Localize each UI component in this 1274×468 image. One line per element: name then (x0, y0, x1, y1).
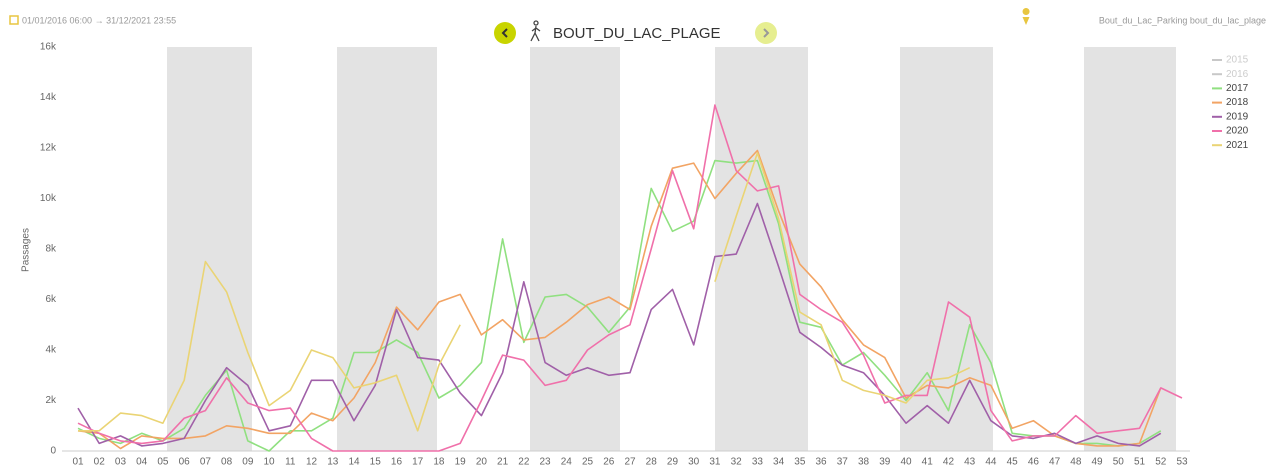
x-tick-label: 38 (858, 457, 870, 468)
x-tick-label: 05 (157, 457, 169, 468)
x-tick-label: 35 (794, 457, 806, 468)
x-tick-label: 24 (561, 457, 573, 468)
y-tick-label: 2k (45, 395, 57, 406)
x-tick-label: 48 (1070, 457, 1082, 468)
y-tick-label: 16k (40, 42, 57, 53)
y-tick-label: 14k (40, 92, 57, 103)
x-tick-label: 06 (179, 457, 191, 468)
x-tick-label: 30 (688, 457, 700, 468)
location: Bout_du_Lac_Parking bout_du_lac_plage (1099, 15, 1266, 25)
x-tick-label: 26 (603, 457, 615, 468)
y-axis-label: Passages (21, 228, 32, 272)
x-tick-label: 42 (943, 457, 955, 468)
y-tick-label: 4k (45, 345, 57, 356)
holiday-bands (167, 47, 1176, 451)
legend-label: 2020 (1226, 126, 1249, 137)
x-tick-label: 17 (412, 457, 424, 468)
series-line (78, 152, 971, 432)
x-tick-label: 32 (731, 457, 743, 468)
legend-label: 2017 (1226, 83, 1249, 94)
legend-label: 2021 (1226, 140, 1249, 151)
x-tick-label: 04 (136, 457, 148, 468)
x-tick-label: 40 (900, 457, 912, 468)
y-tick-label: 10k (40, 193, 57, 204)
next-chevron (763, 28, 770, 38)
y-tick-label: 8k (45, 244, 57, 255)
x-tick-label: 31 (709, 457, 721, 468)
x-tick-label: 14 (348, 457, 360, 468)
legend-label: 2016 (1226, 69, 1249, 80)
y-tick-label: 6k (45, 294, 57, 305)
x-tick-label: 36 (816, 457, 828, 468)
x-tick-label: 07 (200, 457, 212, 468)
x-tick-label: 10 (264, 457, 276, 468)
x-tick-label: 46 (1028, 457, 1040, 468)
x-tick-label: 33 (752, 457, 764, 468)
x-tick-label: 21 (497, 457, 509, 468)
legend-label: 2018 (1226, 97, 1249, 108)
station-title: BOUT_DU_LAC_PLAGE (553, 25, 721, 42)
y-tick-label: 0 (50, 446, 56, 457)
x-tick-label: 15 (370, 457, 382, 468)
x-tick-label: 13 (327, 457, 339, 468)
x-tick-label: 34 (773, 457, 785, 468)
x-tick-label: 18 (433, 457, 445, 468)
series-line (77, 202, 1162, 447)
x-tick-label: 44 (985, 457, 997, 468)
x-tick-label: 20 (476, 457, 488, 468)
x-tick-label: 49 (1092, 457, 1104, 468)
x-tick-label: 50 (1113, 457, 1125, 468)
x-tick-label: 23 (540, 457, 552, 468)
x-tick-label: 12 (306, 457, 318, 468)
x-tick-label: 11 (285, 457, 296, 468)
x-tick-label: 16 (391, 457, 403, 468)
x-tick-label: 01 (72, 457, 84, 468)
legend-label: 2015 (1226, 55, 1249, 66)
prev-chevron (501, 28, 508, 38)
band (900, 47, 993, 451)
series-line (77, 159, 1162, 452)
x-tick-label: 52 (1155, 457, 1167, 468)
band (337, 47, 437, 451)
x-tick-label: 43 (964, 457, 976, 468)
next-button[interactable] (755, 22, 777, 44)
prev-button[interactable] (494, 22, 516, 44)
series-line (77, 149, 1162, 450)
pin-icon (1022, 8, 1030, 25)
band (167, 47, 252, 451)
x-tick-label: 27 (624, 457, 636, 468)
x-tick-label: 25 (582, 457, 594, 468)
x-tick-label: 09 (242, 457, 254, 468)
x-tick-label: 22 (518, 457, 530, 468)
band (1084, 47, 1176, 451)
series-line (77, 104, 1183, 452)
x-tick-label: 45 (1007, 457, 1019, 468)
x-tick-label: 02 (94, 457, 106, 468)
band (715, 47, 808, 451)
x-tick-label: 51 (1134, 457, 1146, 468)
x-tick-label: 29 (667, 457, 679, 468)
x-tick-label: 19 (455, 457, 467, 468)
x-tick-label: 47 (1049, 457, 1061, 468)
x-tick-label: 39 (879, 457, 891, 468)
x-tick-label: 41 (922, 457, 934, 468)
x-tick-label: 37 (837, 457, 849, 468)
walker-icon (530, 20, 541, 42)
band (530, 47, 620, 451)
x-tick-label: 28 (646, 457, 658, 468)
x-tick-label: 53 (1176, 457, 1188, 468)
x-tick-label: 03 (115, 457, 127, 468)
legend-label: 2019 (1226, 111, 1249, 122)
x-tick-label: 08 (221, 457, 233, 468)
calendar-icon (9, 15, 19, 25)
date-range: 01/01/2016 06:00 → 31/12/2021 23:55 (22, 15, 176, 25)
y-tick-label: 12k (40, 143, 57, 154)
